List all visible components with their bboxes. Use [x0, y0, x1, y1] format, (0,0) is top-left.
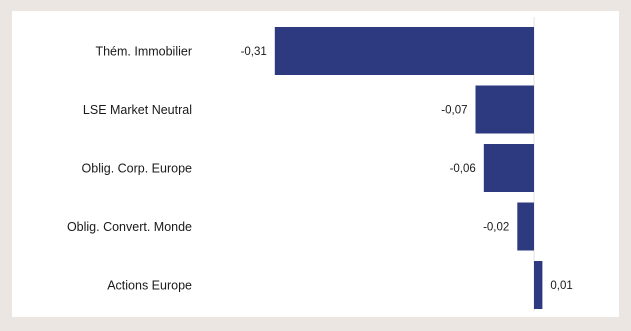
category-label-1: LSE Market Neutral: [83, 103, 192, 117]
bar-chart: Thém. Immobilier -0,31 LSE Market Neutral -…: [67, 17, 573, 311]
bar-2: [483, 144, 534, 192]
bar-1: [475, 85, 534, 134]
bars-layer: [274, 27, 543, 309]
bar-4: [534, 261, 543, 309]
category-label-2: Oblig. Corp. Europe: [82, 162, 193, 176]
bar-0: [274, 27, 534, 75]
labels-layer: Thém. Immobilier -0,31 LSE Market Neutral -…: [67, 45, 573, 293]
value-label-1: -0,07: [441, 105, 467, 117]
value-label-2: -0,06: [450, 163, 476, 175]
category-label-0: Thém. Immobilier: [95, 45, 192, 59]
value-label-3: -0,02: [483, 222, 509, 234]
category-label-3: Oblig. Convert. Monde: [67, 220, 192, 234]
bar-3: [517, 202, 534, 251]
value-label-4: 0,01: [550, 280, 572, 292]
chart-card: Thém. Immobilier -0,31 LSE Market Neutral -…: [12, 11, 619, 317]
value-label-0: -0,31: [241, 46, 267, 58]
category-label-4: Actions Europe: [107, 279, 192, 293]
